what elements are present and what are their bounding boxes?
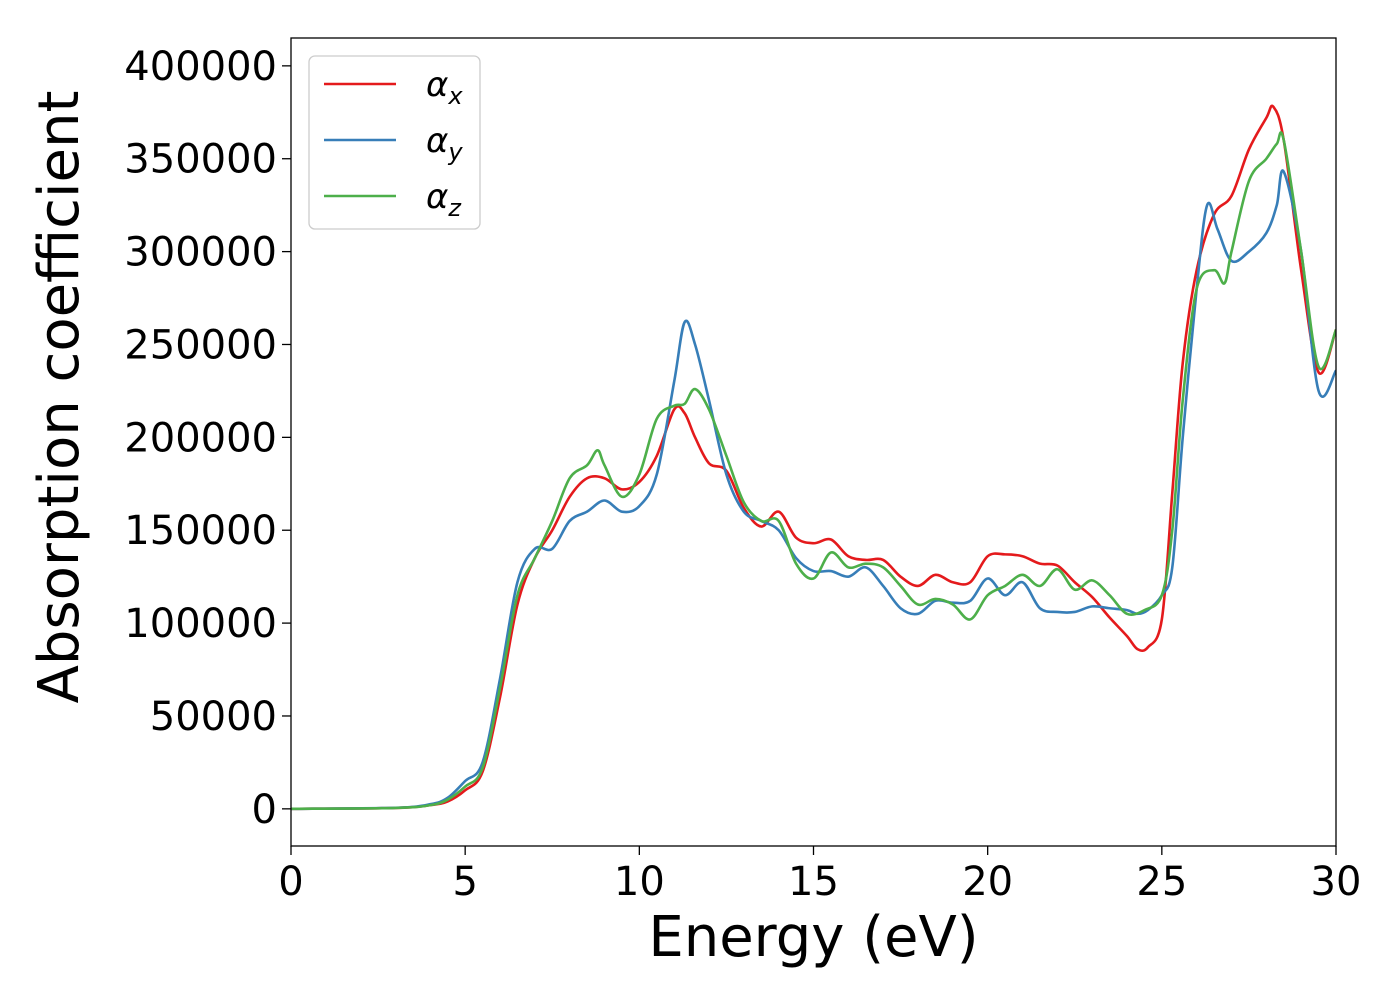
x-axis: 0 5 10 15 20 25 30 bbox=[278, 846, 1361, 905]
y-tick-label: 400000 bbox=[124, 44, 277, 90]
x-tick-label: 25 bbox=[1136, 859, 1187, 905]
y-tick-label: 0 bbox=[252, 787, 277, 833]
y-tick-label: 150000 bbox=[124, 508, 277, 554]
legend-subscript: y bbox=[447, 138, 463, 166]
legend-box bbox=[308, 55, 481, 230]
y-axis: 0 50000 100000 150000 200000 250000 300000 3500… bbox=[124, 44, 291, 833]
x-tick-label: 10 bbox=[614, 859, 665, 905]
y-tick-label: 100000 bbox=[124, 601, 277, 647]
y-tick-label: 300000 bbox=[124, 230, 277, 276]
legend-subscript: z bbox=[447, 194, 462, 222]
y-tick-label: 50000 bbox=[150, 694, 277, 740]
y-tick-label: 200000 bbox=[124, 415, 277, 461]
x-tick-label: 20 bbox=[962, 859, 1013, 905]
y-tick-label: 250000 bbox=[124, 322, 277, 368]
series-line-y bbox=[291, 169, 1336, 811]
x-tick-label: 30 bbox=[1311, 859, 1362, 905]
series-line-z bbox=[291, 131, 1336, 811]
x-axis-title: Energy (eV) bbox=[648, 905, 978, 970]
legend-subscript: x bbox=[447, 82, 463, 110]
y-axis-title: Absorption coefficient bbox=[27, 91, 92, 704]
x-tick-label: 0 bbox=[278, 859, 303, 905]
series-layer bbox=[291, 104, 1336, 811]
x-tick-label: 15 bbox=[788, 859, 839, 905]
series-line-x bbox=[291, 104, 1336, 811]
x-tick-label: 5 bbox=[452, 859, 477, 905]
y-tick-label: 350000 bbox=[124, 137, 277, 183]
